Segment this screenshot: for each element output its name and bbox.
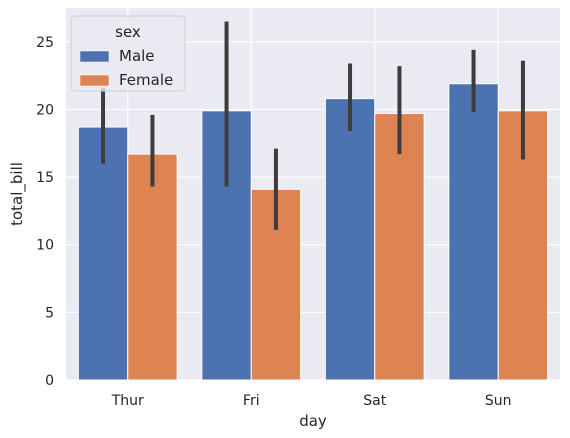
legend-title: sex [115, 23, 141, 41]
y-tick-label-3: 15 [36, 170, 54, 186]
legend-swatch-female[interactable] [79, 74, 110, 87]
y-tick-label-1: 5 [45, 305, 54, 321]
error-bars [101, 21, 525, 230]
x-axis-label: day [299, 412, 327, 430]
x-tick-labels: Thur Fri Sat Sun [111, 393, 512, 409]
bars [77, 83, 549, 381]
y-axis-label: total_bill [8, 162, 27, 226]
x-tick-label-1: Fri [243, 393, 260, 409]
legend-box [70, 15, 186, 92]
bar-female-thur[interactable] [127, 153, 178, 381]
bar-male-sun[interactable] [448, 83, 499, 381]
y-tick-label-5: 25 [36, 35, 54, 51]
bar-female-sat[interactable] [374, 113, 425, 381]
bar-female-fri[interactable] [250, 188, 302, 381]
legend: sex Male Female [70, 15, 186, 92]
legend-label-male[interactable]: Male [119, 47, 155, 65]
x-tick-label-3: Sun [485, 393, 512, 409]
legend-swatch-male[interactable] [79, 50, 110, 63]
bar-male-sat[interactable] [324, 98, 376, 381]
y-tick-label-2: 10 [36, 238, 54, 254]
y-tick-labels: 0 5 10 15 20 25 [36, 35, 54, 389]
bar-male-thur[interactable] [77, 126, 129, 381]
x-tick-label-2: Sat [363, 393, 386, 409]
y-tick-label-0: 0 [45, 373, 54, 389]
legend-label-female[interactable]: Female [119, 71, 173, 89]
x-tick-label-0: Thur [111, 393, 144, 409]
y-tick-label-4: 20 [36, 102, 54, 118]
